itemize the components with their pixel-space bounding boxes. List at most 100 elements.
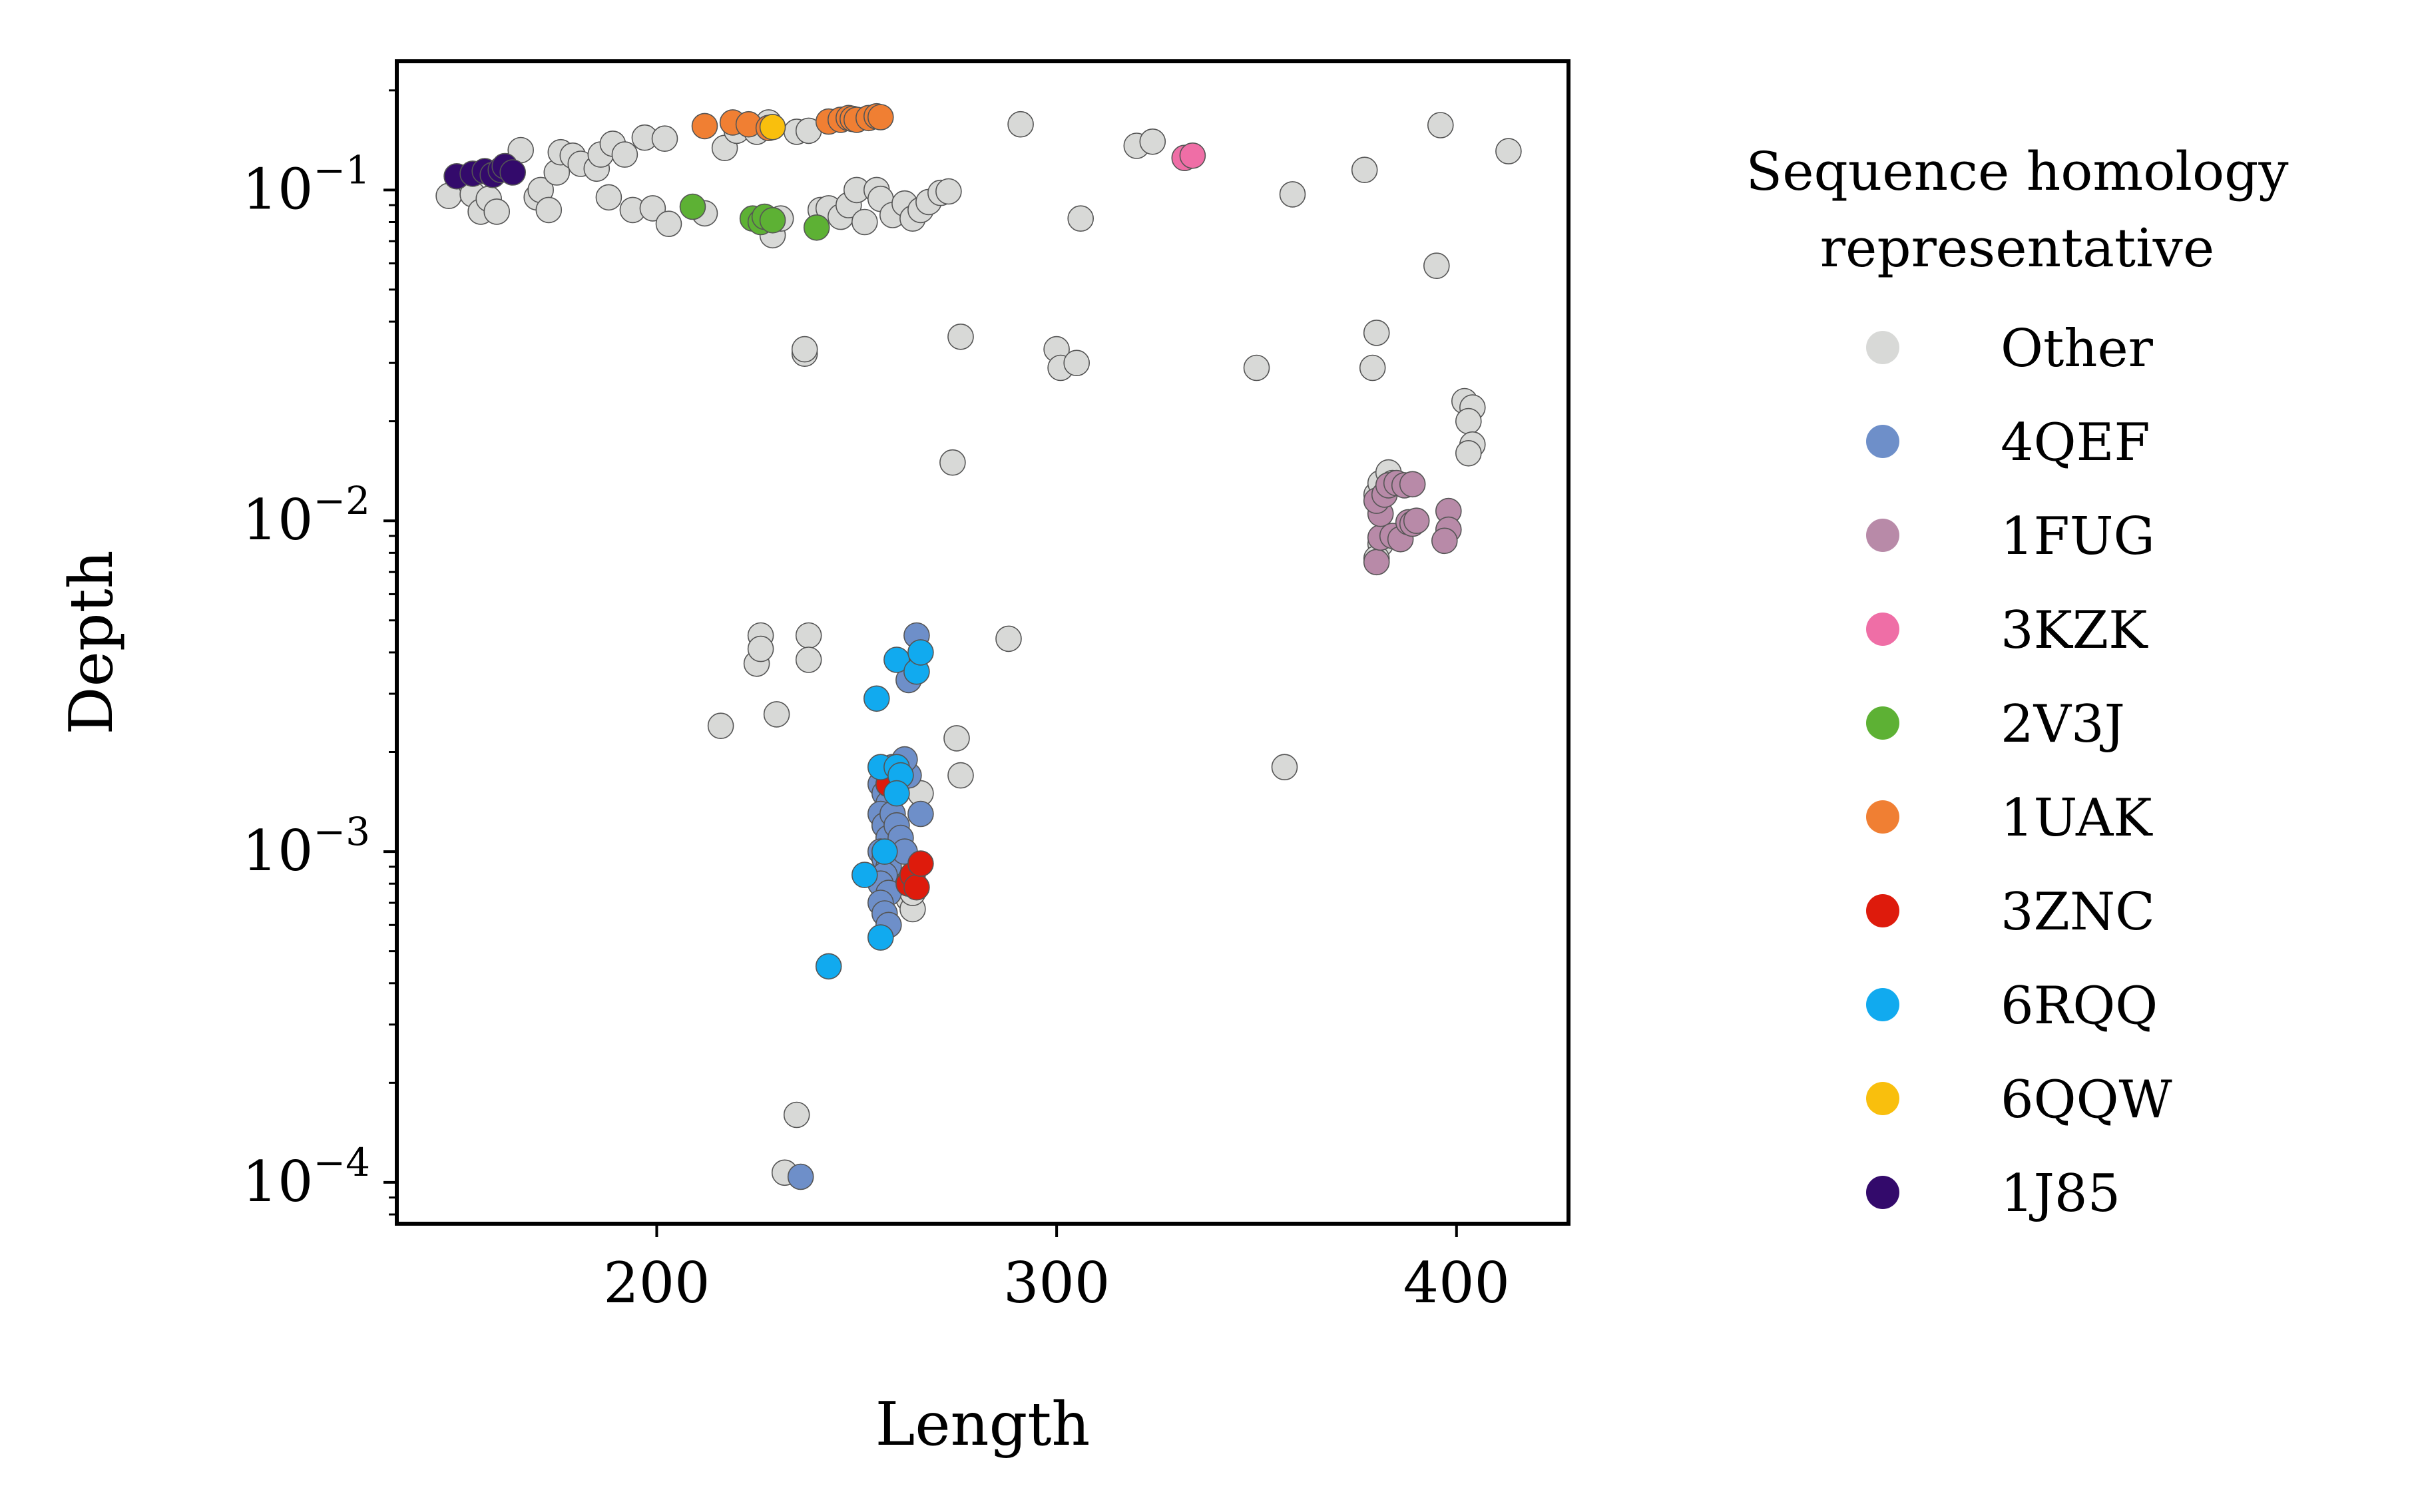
legend-marker bbox=[1866, 1176, 1899, 1209]
data-point bbox=[863, 685, 890, 712]
legend-label: 3KZK bbox=[2001, 601, 2148, 660]
data-point bbox=[707, 712, 734, 739]
data-point bbox=[883, 646, 910, 673]
legend-label: 1FUG bbox=[2001, 507, 2155, 567]
data-point bbox=[1359, 354, 1386, 381]
data-point bbox=[939, 449, 966, 476]
y-axis-label: Depth bbox=[57, 550, 126, 734]
legend-item: 1J85 bbox=[1866, 1164, 2120, 1224]
data-point bbox=[1179, 142, 1206, 169]
x-axis-ticks: 200 300 400 bbox=[603, 1224, 1510, 1316]
data-point bbox=[1243, 354, 1270, 381]
legend-item: 3KZK bbox=[1866, 601, 2148, 660]
legend-marker bbox=[1866, 800, 1899, 834]
legend-marker bbox=[1866, 331, 1899, 364]
data-points bbox=[435, 103, 1522, 1190]
data-point bbox=[1067, 205, 1094, 232]
data-point bbox=[795, 646, 822, 673]
legend-label: 3ZNC bbox=[2001, 882, 2155, 942]
data-point bbox=[1139, 128, 1166, 155]
data-point bbox=[759, 114, 786, 140]
data-point bbox=[903, 874, 930, 901]
legend-item: 2V3J bbox=[1866, 694, 2125, 754]
data-point bbox=[795, 622, 822, 649]
legend-label: 4QEF bbox=[2001, 413, 2150, 473]
x-tick-label: 400 bbox=[1403, 1250, 1510, 1316]
data-point bbox=[691, 113, 718, 140]
data-point bbox=[499, 159, 527, 186]
data-point bbox=[867, 924, 894, 951]
series-2V3J bbox=[679, 193, 830, 241]
data-point bbox=[1063, 350, 1090, 377]
legend-marker bbox=[1866, 894, 1899, 927]
data-point bbox=[1431, 527, 1458, 555]
series-6QQW bbox=[759, 114, 786, 140]
data-point bbox=[747, 635, 774, 662]
data-point bbox=[787, 1163, 814, 1190]
legend-label: 6RQQ bbox=[2001, 976, 2158, 1036]
data-point bbox=[907, 639, 934, 666]
data-point bbox=[1427, 112, 1454, 138]
legend-label: 6QQW bbox=[2001, 1070, 2172, 1130]
data-point bbox=[791, 336, 818, 363]
data-point bbox=[907, 800, 934, 828]
legend-label: Other bbox=[2001, 319, 2154, 379]
series-6RQQ bbox=[815, 639, 934, 980]
data-point bbox=[535, 196, 563, 224]
data-point bbox=[1351, 156, 1378, 183]
x-tick-label: 300 bbox=[1003, 1250, 1110, 1316]
data-point bbox=[1403, 507, 1430, 535]
series-3KZK bbox=[1171, 142, 1206, 171]
legend-label: 2V3J bbox=[2001, 694, 2125, 754]
data-point bbox=[871, 838, 898, 865]
legend-item: 1FUG bbox=[1866, 507, 2155, 567]
data-point bbox=[815, 953, 842, 980]
y-tick-label: 10−1 bbox=[242, 147, 370, 222]
plot-frame bbox=[395, 59, 1570, 1226]
data-point bbox=[935, 178, 962, 205]
legend-marker bbox=[1866, 613, 1899, 646]
data-point bbox=[611, 141, 638, 168]
y-tick-label: 10−4 bbox=[242, 1140, 370, 1214]
legend-marker bbox=[1866, 988, 1899, 1021]
data-point bbox=[803, 214, 830, 241]
legend: Sequence homology representative Other 4Q… bbox=[1746, 140, 2288, 1224]
legend-item: 6RQQ bbox=[1866, 976, 2158, 1036]
legend-title-line-2: representative bbox=[1820, 217, 2214, 279]
data-point bbox=[947, 323, 974, 350]
data-point bbox=[883, 780, 910, 807]
data-point bbox=[651, 125, 678, 152]
legend-marker bbox=[1866, 519, 1899, 552]
series-1FUG bbox=[1363, 469, 1462, 576]
series-1UAK bbox=[691, 103, 894, 141]
data-point bbox=[907, 850, 934, 877]
legend-title-line-1: Sequence homology bbox=[1746, 140, 2288, 202]
data-point bbox=[995, 625, 1022, 652]
x-axis-label: Length bbox=[875, 1389, 1090, 1459]
data-point bbox=[763, 701, 790, 728]
data-point bbox=[1363, 320, 1390, 346]
legend-item: Other bbox=[1866, 319, 2154, 379]
data-point bbox=[1455, 407, 1482, 435]
data-point bbox=[1363, 549, 1390, 576]
legend-item: 4QEF bbox=[1866, 413, 2150, 473]
data-point bbox=[851, 862, 878, 888]
legend-marker bbox=[1866, 706, 1899, 740]
data-point bbox=[679, 193, 706, 220]
legend-label: 1J85 bbox=[2001, 1164, 2120, 1224]
data-point bbox=[1279, 181, 1306, 208]
data-point bbox=[947, 762, 974, 789]
data-point bbox=[783, 1101, 810, 1129]
data-point bbox=[655, 210, 682, 238]
data-point bbox=[1455, 439, 1482, 467]
y-tick-label: 10−2 bbox=[242, 478, 370, 553]
data-point bbox=[639, 195, 666, 222]
data-point bbox=[943, 725, 970, 752]
data-point bbox=[851, 208, 878, 236]
legend-items: Other 4QEF 1FUG 3KZK 2V3J 1UAK 3ZNC 6RQQ 6QQW 1J8… bbox=[1866, 319, 2172, 1224]
data-point bbox=[1007, 111, 1034, 138]
legend-item: 1UAK bbox=[1866, 788, 2153, 848]
data-point bbox=[867, 104, 894, 130]
